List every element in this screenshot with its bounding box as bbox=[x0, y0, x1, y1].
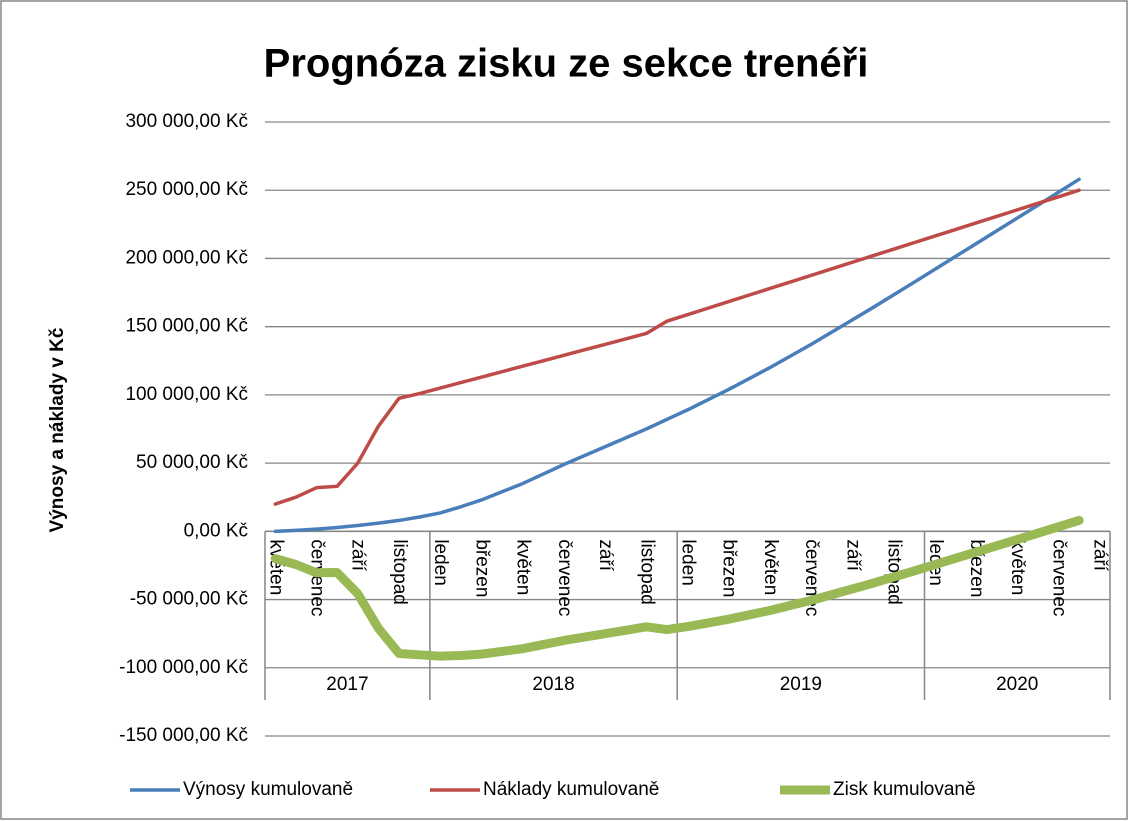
legend-label: Výnosy kumulovaně bbox=[183, 779, 353, 800]
x-tick-label: září bbox=[842, 539, 863, 571]
year-label: 2018 bbox=[532, 674, 574, 695]
y-tick-label: 250 000,00 Kč bbox=[125, 179, 248, 200]
series-line bbox=[273, 188, 1081, 506]
y-tick-label: 300 000,00 Kč bbox=[125, 111, 248, 132]
y-tick-label: 150 000,00 Kč bbox=[125, 316, 248, 337]
legend-label: Náklady kumulovaně bbox=[483, 779, 659, 800]
x-tick-label: květen bbox=[760, 539, 781, 595]
y-tick-label: 200 000,00 Kč bbox=[125, 247, 248, 268]
year-label: 2019 bbox=[780, 674, 822, 695]
year-label: 2017 bbox=[326, 674, 368, 695]
x-tick-label: září bbox=[595, 539, 616, 571]
x-tick-label: listopad bbox=[884, 539, 905, 605]
y-tick-label: -50 000,00 Kč bbox=[130, 589, 248, 610]
y-axis-title: Výnosy a náklady v Kč bbox=[47, 327, 68, 532]
series-line bbox=[273, 177, 1081, 534]
x-tick-label: červenec bbox=[307, 539, 328, 616]
x-tick-label: listopad bbox=[389, 539, 410, 605]
x-tick-label: červenec bbox=[1048, 539, 1069, 616]
y-tick-label: 0,00 Kč bbox=[184, 520, 248, 541]
y-tick-label: 50 000,00 Kč bbox=[136, 452, 248, 473]
legend-label: Zisk kumulovaně bbox=[833, 779, 976, 800]
y-tick-label: -150 000,00 Kč bbox=[119, 725, 248, 746]
x-tick-label: červenec bbox=[554, 539, 575, 616]
y-tick-label: -100 000,00 Kč bbox=[119, 657, 248, 678]
x-tick-label: květen bbox=[513, 539, 534, 595]
x-tick-label: září bbox=[348, 539, 369, 571]
x-tick-label: květen bbox=[1007, 539, 1028, 595]
x-tick-label: leden bbox=[677, 539, 698, 586]
chart-title: Prognóza zisku ze sekce trenéři bbox=[264, 42, 869, 86]
x-tick-label: leden bbox=[430, 539, 451, 586]
x-tick-label: květen bbox=[265, 539, 286, 595]
x-tick-label: září bbox=[1090, 539, 1111, 571]
series-line bbox=[270, 515, 1084, 661]
x-tick-label: listopad bbox=[636, 539, 657, 605]
x-tick-label: březen bbox=[719, 539, 740, 597]
y-tick-label: 100 000,00 Kč bbox=[125, 384, 248, 405]
year-label: 2020 bbox=[996, 674, 1038, 695]
x-tick-label: březen bbox=[471, 539, 492, 597]
